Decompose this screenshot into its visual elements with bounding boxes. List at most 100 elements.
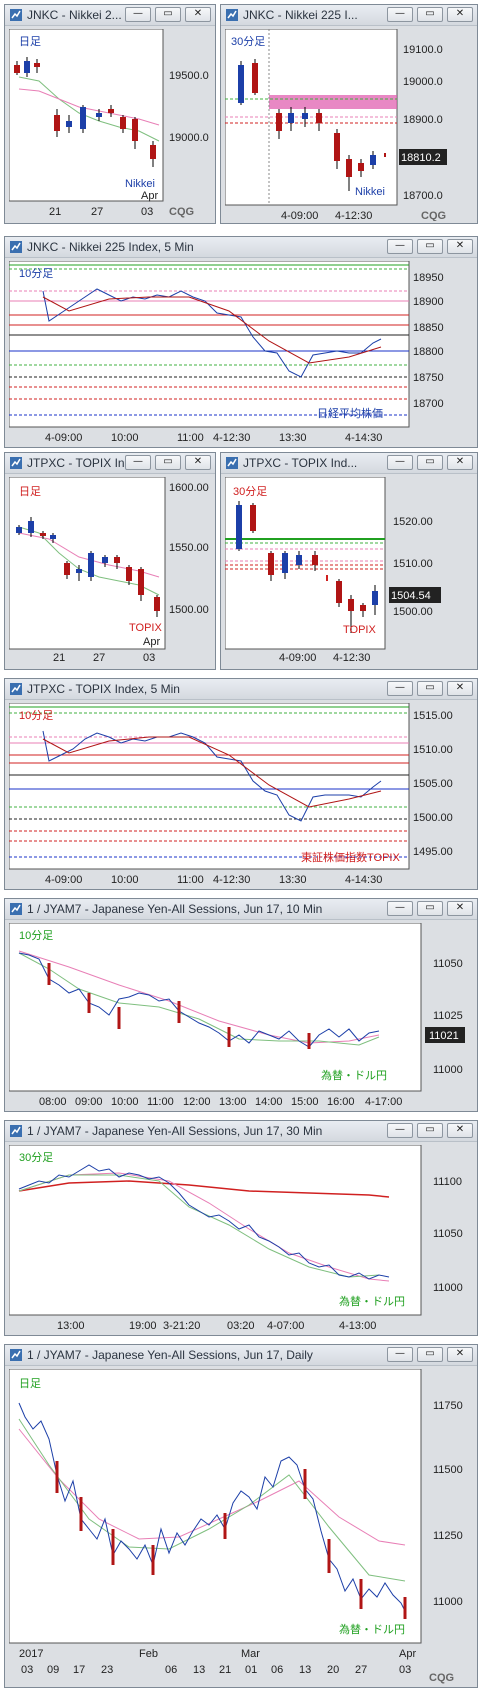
restore-button[interactable]: ▭	[417, 901, 443, 916]
time-tick: 03	[141, 206, 153, 218]
time-tick: 4-13:00	[339, 1320, 376, 1332]
chart-window-nikkei-5min[interactable]: JNKC - Nikkei 225 Index, 5 Min — ▭ ✕ 10分足 …	[4, 236, 478, 448]
time-tick: 14:00	[255, 1096, 283, 1108]
title-bar[interactable]: JTPXC - TOPIX Ind... — ▭ ✕	[221, 453, 477, 474]
restore-button[interactable]: ▭	[155, 455, 181, 470]
restore-button[interactable]: ▭	[417, 1347, 443, 1362]
last-price-badge: 1504.54	[391, 590, 431, 602]
minimize-button[interactable]: —	[387, 1347, 413, 1362]
minimize-button[interactable]: —	[387, 455, 413, 470]
minimize-button[interactable]: —	[125, 455, 151, 470]
cqg-logo: CQG	[169, 206, 194, 218]
timeframe-label: 10分足	[19, 709, 53, 722]
close-button[interactable]: ✕	[447, 455, 473, 470]
minimize-button[interactable]: —	[125, 7, 151, 22]
price-tick: 11000	[433, 1596, 463, 1608]
time-tick-major: Feb	[139, 1648, 158, 1660]
close-button[interactable]: ✕	[447, 7, 473, 22]
price-chart[interactable]: 日足 TOPIX 1600.00 1550.00 1500.00 21 27 A…	[9, 477, 213, 667]
time-tick: 03	[21, 1664, 33, 1676]
price-tick: 1520.00	[393, 516, 433, 528]
title-bar[interactable]: JNKC - Nikkei 225 I... — ▭ ✕	[221, 5, 477, 26]
time-tick: 4-09:00	[45, 874, 82, 886]
price-tick: 11100	[433, 1176, 462, 1188]
close-button[interactable]: ✕	[447, 901, 473, 916]
minimize-button[interactable]: —	[387, 681, 413, 696]
chart-app-icon	[226, 457, 238, 469]
time-tick: 4-14:30	[345, 874, 382, 886]
price-tick: 11250	[433, 1530, 463, 1542]
close-button[interactable]: ✕	[447, 681, 473, 696]
price-tick: 11000	[433, 1064, 463, 1076]
price-tick: 11050	[433, 1228, 463, 1240]
time-tick: 23	[101, 1664, 113, 1676]
restore-button[interactable]: ▭	[417, 681, 443, 696]
close-button[interactable]: ✕	[185, 455, 211, 470]
price-tick: 1510.00	[393, 558, 433, 570]
restore-button[interactable]: ▭	[417, 455, 443, 470]
time-tick: 10:00	[111, 432, 139, 444]
candles	[238, 59, 386, 191]
price-chart[interactable]: 日足 Nikkei 19500.0 19000.0 21 27 Apr 03 C…	[9, 29, 213, 221]
chart-window-yen-daily[interactable]: 1 / JYAM7 - Japanese Yen-All Sessions, J…	[4, 1344, 478, 1688]
price-tick: 1500.00	[413, 812, 453, 824]
chart-window-yen-30min[interactable]: 1 / JYAM7 - Japanese Yen-All Sessions, J…	[4, 1120, 478, 1336]
chart-app-icon	[10, 241, 22, 253]
chart-window-topix-daily[interactable]: JTPXC - TOPIX In... — ▭ ✕ 日足 TOPIX 1600.00…	[4, 452, 216, 670]
price-chart[interactable]: 10分足 為替・ドル円 11050 11025 11000 08:00 09:0…	[9, 923, 475, 1109]
chart-app-icon	[10, 903, 22, 915]
time-tick: 19:00	[129, 1320, 157, 1332]
restore-button[interactable]: ▭	[417, 239, 443, 254]
restore-button[interactable]: ▭	[155, 7, 181, 22]
price-tick: 19500.0	[169, 70, 209, 82]
chart-window-nikkei-daily[interactable]: JNKC - Nikkei 2... — ▭ ✕ 日足 Nikkei 19500.0…	[4, 4, 216, 224]
time-tick: 03	[143, 652, 155, 664]
time-tick: 27	[355, 1664, 367, 1676]
price-chart[interactable]: 10分足 東証株価指数TOPIX 1515.00 1510.00 1505.00…	[9, 703, 475, 887]
chart-window-topix-30min[interactable]: JTPXC - TOPIX Ind... — ▭ ✕ 30分足 TOPIX 1520…	[220, 452, 478, 670]
title-bar[interactable]: JTPXC - TOPIX Index, 5 Min — ▭ ✕	[5, 679, 477, 700]
minimize-button[interactable]: —	[387, 901, 413, 916]
restore-button[interactable]: ▭	[417, 1123, 443, 1138]
window-title: JNKC - Nikkei 225 I...	[243, 8, 358, 22]
minimize-button[interactable]: —	[387, 7, 413, 22]
window-title: JTPXC - TOPIX Index, 5 Min	[27, 682, 180, 696]
time-tick: 4-14:30	[345, 432, 382, 444]
instrument-label: Nikkei	[125, 178, 155, 190]
price-chart[interactable]: 日足 為替・ドル円 11750 11500 11250 11000 2017 F…	[9, 1369, 475, 1685]
close-button[interactable]: ✕	[447, 1347, 473, 1362]
instrument-label: TOPIX	[129, 622, 162, 634]
chart-window-nikkei-30min[interactable]: JNKC - Nikkei 225 I... — ▭ ✕ 30分足 Nikkei 1…	[220, 4, 478, 224]
chart-window-topix-5min[interactable]: JTPXC - TOPIX Index, 5 Min — ▭ ✕ 10分足 東証株価…	[4, 678, 478, 890]
price-trace	[18, 1164, 390, 1280]
time-tick: 13:00	[57, 1320, 85, 1332]
close-button[interactable]: ✕	[447, 239, 473, 254]
minimize-button[interactable]: —	[387, 1123, 413, 1138]
title-bar[interactable]: JTPXC - TOPIX In... — ▭ ✕	[5, 453, 215, 474]
price-tick: 1505.00	[413, 778, 453, 790]
time-tick: 4-12:30	[213, 874, 250, 886]
price-tick: 1515.00	[413, 710, 453, 722]
title-bar[interactable]: 1 / JYAM7 - Japanese Yen-All Sessions, J…	[5, 899, 477, 920]
window-title: JTPXC - TOPIX In...	[27, 456, 135, 470]
window-title: JNKC - Nikkei 225 Index, 5 Min	[27, 240, 194, 254]
title-bar[interactable]: 1 / JYAM7 - Japanese Yen-All Sessions, J…	[5, 1121, 477, 1142]
close-button[interactable]: ✕	[185, 7, 211, 22]
title-bar[interactable]: 1 / JYAM7 - Japanese Yen-All Sessions, J…	[5, 1345, 477, 1366]
price-trace	[42, 288, 382, 378]
title-bar[interactable]: JNKC - Nikkei 225 Index, 5 Min — ▭ ✕	[5, 237, 477, 258]
instrument-label: 東証株価指数TOPIX	[301, 850, 400, 864]
chart-app-icon	[10, 683, 22, 695]
price-chart[interactable]: 30分足 Nikkei 19100.0 19000.0 18900.0 1870…	[225, 29, 475, 221]
window-title: JNKC - Nikkei 2...	[27, 8, 122, 22]
time-tick: 27	[91, 206, 103, 218]
price-chart[interactable]: 30分足 TOPIX 1520.00 1510.00 1500.00 4-09:…	[225, 477, 475, 667]
title-bar[interactable]: JNKC - Nikkei 2... — ▭ ✕	[5, 5, 215, 26]
price-chart[interactable]: 30分足 為替・ドル円 11100 11050 11000 13:00 19:0…	[9, 1145, 475, 1333]
restore-button[interactable]: ▭	[417, 7, 443, 22]
chart-window-yen-10min[interactable]: 1 / JYAM7 - Japanese Yen-All Sessions, J…	[4, 898, 478, 1112]
close-button[interactable]: ✕	[447, 1123, 473, 1138]
timeframe-label: 日足	[19, 486, 41, 498]
price-chart[interactable]: 10分足 日経平均株価 18950 18900 18850 18800 1875…	[9, 261, 475, 445]
minimize-button[interactable]: —	[387, 239, 413, 254]
